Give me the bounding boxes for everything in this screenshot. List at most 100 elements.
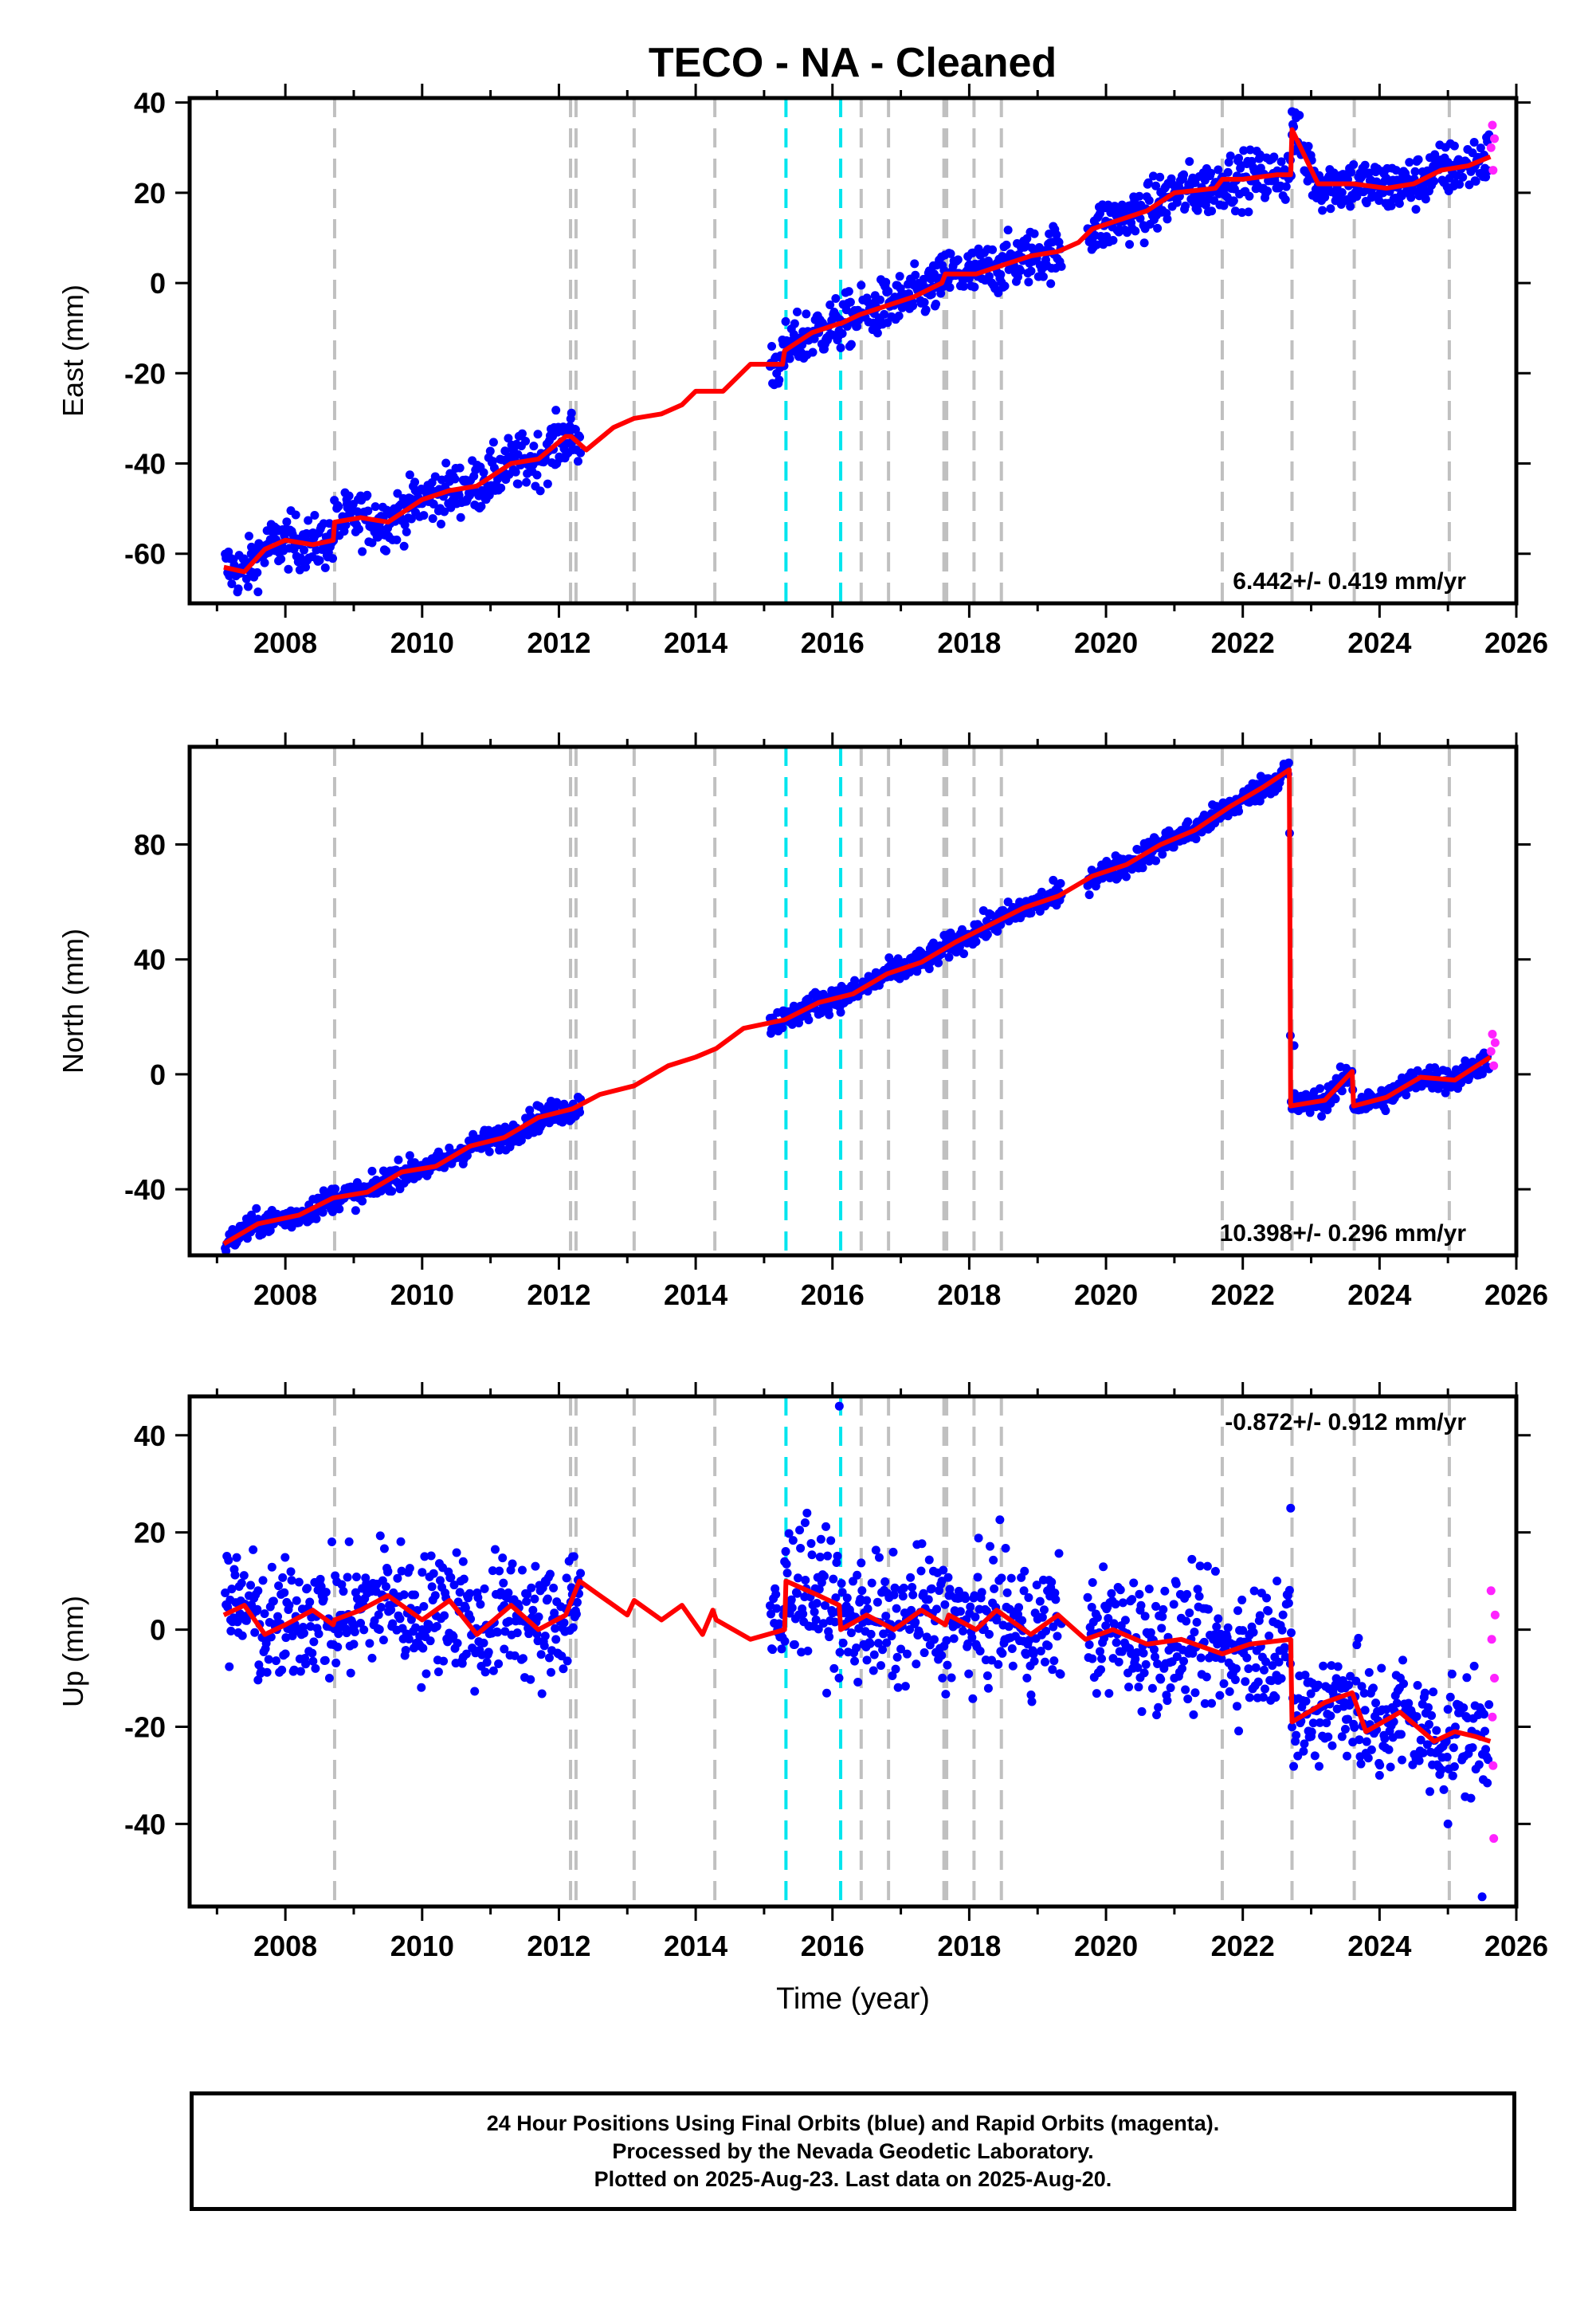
final-orbit-point — [833, 1551, 842, 1561]
final-orbit-point — [315, 556, 324, 565]
y-tick-label: 20 — [134, 1517, 166, 1549]
final-orbit-point — [1022, 1673, 1032, 1683]
final-orbit-point — [1004, 1622, 1014, 1632]
final-orbit-point — [1149, 1645, 1159, 1655]
final-orbit-point — [522, 1596, 531, 1606]
final-orbit-point — [842, 1593, 852, 1603]
final-orbit-point — [1409, 1070, 1418, 1079]
final-orbit-point — [1424, 1720, 1433, 1730]
final-orbit-point — [1139, 238, 1149, 248]
final-orbit-point — [982, 930, 992, 940]
final-orbit-point — [1234, 807, 1244, 816]
final-orbit-point — [846, 340, 856, 349]
final-orbit-point — [367, 538, 377, 548]
final-orbit-point — [440, 507, 449, 516]
final-orbit-point — [318, 1208, 327, 1217]
final-orbit-point — [396, 1537, 406, 1546]
final-orbit-point — [500, 446, 510, 456]
final-orbit-point — [878, 1645, 888, 1655]
final-orbit-point — [367, 1166, 377, 1176]
final-orbit-point — [1449, 141, 1459, 151]
final-orbit-point — [1432, 1726, 1441, 1735]
final-orbit-point — [335, 1204, 344, 1214]
final-orbit-point — [575, 1108, 585, 1117]
final-orbit-point — [1450, 1722, 1460, 1732]
final-orbit-point — [989, 1555, 998, 1565]
final-orbit-point — [1207, 206, 1217, 216]
final-orbit-point — [1237, 1595, 1247, 1604]
final-orbit-point — [1125, 240, 1135, 249]
final-orbit-point — [482, 1658, 492, 1667]
final-orbit-point — [1143, 178, 1153, 187]
final-orbit-point — [480, 1584, 489, 1593]
final-orbit-point — [1483, 1778, 1492, 1788]
final-orbit-point — [1046, 279, 1056, 289]
final-orbit-point — [882, 1638, 892, 1647]
final-orbit-point — [1029, 229, 1039, 238]
final-orbit-point — [499, 1578, 508, 1588]
final-orbit-point — [430, 472, 440, 481]
final-orbit-point — [446, 1573, 456, 1582]
final-orbit-point — [455, 463, 465, 473]
final-orbit-point — [1422, 1740, 1432, 1749]
final-orbit-point — [941, 1690, 951, 1699]
final-orbit-point — [802, 309, 811, 319]
y-tick-label: 0 — [150, 267, 166, 300]
final-orbit-point — [440, 1611, 449, 1620]
final-orbit-point — [1041, 1626, 1051, 1636]
final-orbit-point — [405, 1564, 414, 1573]
final-orbit-point — [876, 1661, 886, 1671]
final-orbit-point — [476, 1600, 485, 1609]
final-orbit-point — [789, 330, 798, 340]
final-orbit-point — [1144, 195, 1154, 205]
final-orbit-point — [1177, 1663, 1186, 1673]
x-tick-label: 2016 — [801, 626, 865, 659]
final-orbit-point — [970, 282, 979, 292]
x-tick-label: 2026 — [1484, 1930, 1548, 1962]
final-orbit-point — [1442, 1753, 1452, 1762]
final-orbit-point — [964, 1669, 974, 1679]
final-orbit-point — [1364, 168, 1374, 178]
final-orbit-point — [1367, 1745, 1376, 1754]
rapid-orbit-point — [1490, 1674, 1500, 1683]
final-orbit-point — [1120, 1616, 1130, 1625]
final-orbit-point — [995, 1515, 1005, 1525]
final-orbit-point — [1181, 1685, 1190, 1694]
final-orbit-point — [1469, 1661, 1479, 1671]
final-orbit-point — [1191, 834, 1201, 844]
final-orbit-point — [1360, 1706, 1370, 1715]
final-orbit-point — [1181, 201, 1190, 210]
y-tick-label: 40 — [134, 87, 166, 120]
final-orbit-point — [1223, 1623, 1233, 1632]
final-orbit-point — [786, 1595, 796, 1604]
final-orbit-point — [374, 1624, 384, 1634]
final-orbit-point — [278, 1573, 288, 1582]
final-orbit-point — [246, 549, 256, 559]
final-orbit-point — [874, 1553, 884, 1562]
final-orbit-point — [1006, 1573, 1016, 1583]
final-orbit-point — [258, 1576, 268, 1585]
final-orbit-point — [1001, 1544, 1010, 1553]
final-orbit-point — [1394, 198, 1404, 208]
y-tick-label: 0 — [150, 1614, 166, 1647]
final-orbit-point — [351, 1572, 361, 1581]
final-orbit-point — [1022, 234, 1032, 243]
final-orbit-point — [894, 311, 904, 320]
final-orbit-point — [1088, 1654, 1097, 1663]
final-orbit-point — [511, 467, 520, 477]
rapid-orbit-point — [1488, 166, 1498, 175]
x-tick-label: 2026 — [1484, 626, 1548, 659]
final-orbit-point — [344, 491, 354, 501]
final-orbit-point — [879, 1629, 888, 1639]
final-orbit-point — [1331, 1094, 1340, 1104]
final-orbit-point — [576, 1569, 586, 1578]
final-orbit-point — [920, 1648, 929, 1658]
final-orbit-point — [902, 1649, 912, 1659]
final-orbit-point — [222, 1247, 231, 1256]
final-orbit-point — [767, 341, 777, 351]
final-orbit-point — [892, 1604, 901, 1613]
final-orbit-point — [1190, 1628, 1199, 1637]
final-orbit-point — [837, 1588, 847, 1597]
final-orbit-point — [945, 283, 955, 293]
final-orbit-point — [1151, 181, 1161, 190]
